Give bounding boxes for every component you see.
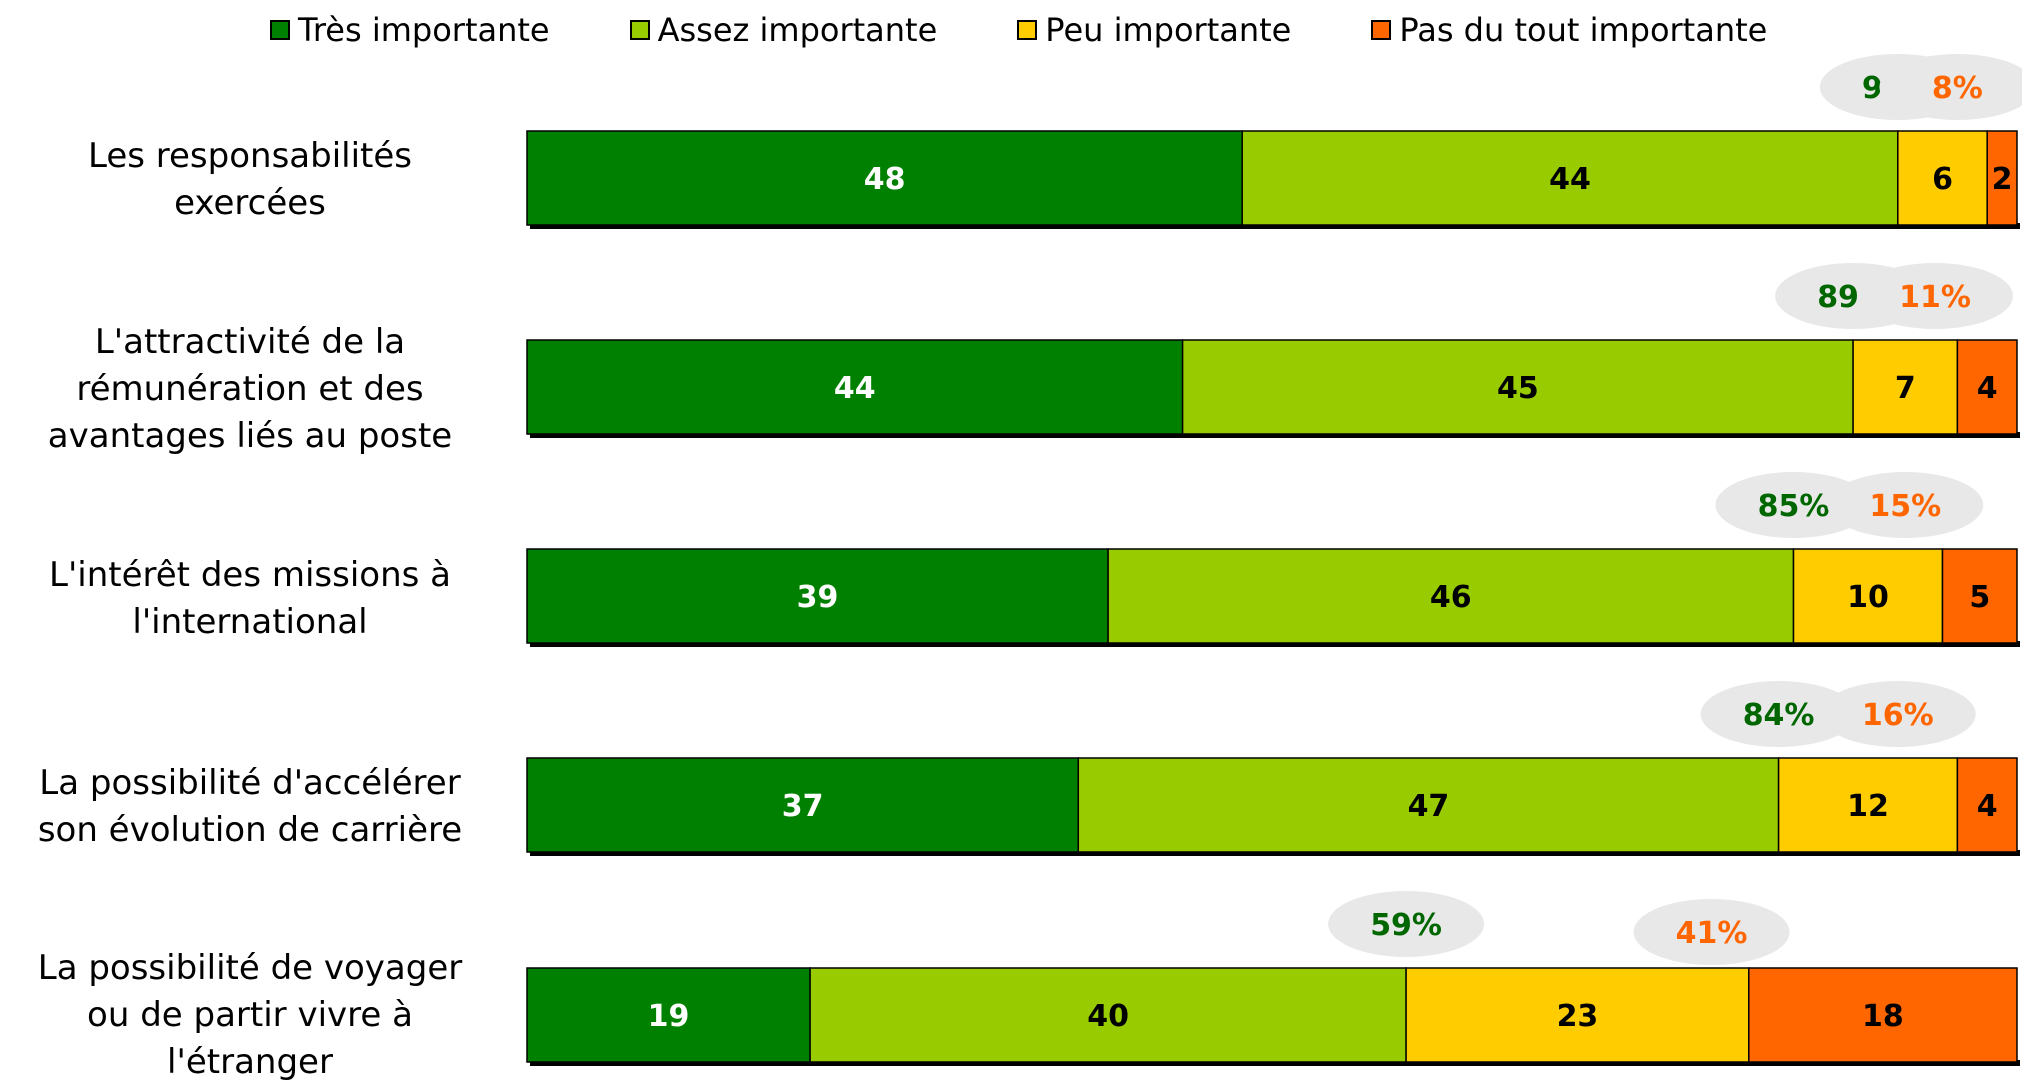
- data-label: 39: [797, 580, 839, 615]
- category-label: Les responsabilités exercées: [87, 136, 412, 223]
- bar-segment: [1777, 757, 1959, 853]
- data-label: 44: [834, 371, 876, 406]
- bar-segment: [526, 967, 811, 1063]
- legend-item-assez-importante: Assez importante: [629, 11, 938, 49]
- data-label: 46: [1430, 580, 1472, 615]
- data-label: 18: [1862, 999, 1904, 1034]
- bar-shadow: [530, 850, 2020, 856]
- total-not-important-label: 41%: [1676, 916, 1748, 951]
- legend-label: Assez importante: [657, 11, 938, 49]
- data-label: 37: [782, 789, 824, 824]
- total-not-important-label: 8%: [1932, 71, 1983, 106]
- bar-segment: [1956, 339, 2018, 435]
- total-important-label: 59%: [1370, 908, 1442, 943]
- data-label: 7: [1895, 371, 1916, 406]
- bar-segment: [526, 339, 1184, 435]
- bar-segment: [1852, 339, 1959, 435]
- total-not-important-label: 15%: [1869, 489, 1941, 524]
- bar-shadow: [530, 432, 2020, 438]
- total-not-important-label: 16%: [1862, 698, 1934, 733]
- data-label: 12: [1847, 789, 1889, 824]
- category-label: L'attractivité de la rémunération et des…: [47, 322, 453, 456]
- legend-item-pas-du-tout-importante: Pas du tout importante: [1371, 11, 1767, 49]
- bar-segment: [1405, 967, 1750, 1063]
- data-label: 47: [1408, 789, 1450, 824]
- bar-segment: [1748, 967, 2018, 1063]
- total-bubble: [1819, 681, 1976, 747]
- total-bubble: [1328, 891, 1485, 957]
- data-label: 40: [1087, 999, 1129, 1034]
- data-label: 5: [1969, 580, 1990, 615]
- bar-segment: [1792, 548, 1944, 644]
- data-label: 23: [1557, 999, 1599, 1034]
- bar-segment: [526, 757, 1080, 853]
- data-label: 48: [864, 162, 906, 197]
- data-label: 10: [1847, 580, 1889, 615]
- legend-item-tres-importante: Très importante: [270, 11, 550, 49]
- bar-segment: [526, 130, 1243, 226]
- bar-shadow: [530, 641, 2020, 647]
- bar-segment: [1241, 130, 1899, 226]
- legend-swatch: [1017, 20, 1038, 40]
- total-bubble: [1633, 899, 1790, 965]
- data-label: 4: [1977, 371, 1998, 406]
- bar-shadow: [530, 223, 2020, 229]
- category-label: L'intérêt des missions à l'international: [49, 555, 451, 642]
- legend-label: Pas du tout importante: [1399, 11, 1768, 49]
- bar-segment: [1986, 130, 2018, 226]
- data-label: 2: [1992, 162, 2013, 197]
- category-label: La possibilité d'accélérer son évolution…: [37, 763, 463, 850]
- legend-swatch: [1371, 20, 1392, 40]
- legend-item-peu-importante: Peu importante: [1017, 11, 1291, 49]
- bar-segment: [1956, 757, 2018, 853]
- total-not-important-label: 11%: [1899, 280, 1971, 315]
- data-label: 6: [1932, 162, 1953, 197]
- total-bubble: [1827, 472, 1984, 538]
- legend-swatch: [629, 20, 650, 40]
- bar-segment: [1897, 130, 1988, 226]
- legend-label: Peu importante: [1045, 11, 1292, 49]
- legend: Très importante Assez importante Peu imp…: [270, 10, 1767, 50]
- legend-swatch: [270, 20, 290, 40]
- total-bubble: [1857, 263, 2014, 329]
- bar-segment: [1077, 757, 1780, 853]
- bar-shadow: [530, 1060, 2020, 1066]
- data-label: 19: [648, 999, 690, 1034]
- total-bubble: [1700, 681, 1857, 747]
- category-label: La possibilité de voyager ou de partir v…: [37, 948, 463, 1082]
- total-bubble: [1879, 54, 2022, 120]
- data-label: 4: [1977, 789, 1998, 824]
- data-label: 44: [1549, 162, 1591, 197]
- total-bubble: [1715, 472, 1872, 538]
- total-important-label: 84%: [1743, 698, 1815, 733]
- bar-segment: [1941, 548, 2018, 644]
- total-important-label: 85%: [1758, 489, 1830, 524]
- bar-segment: [1107, 548, 1795, 644]
- bar-segment: [526, 548, 1109, 644]
- data-label: 45: [1497, 371, 1539, 406]
- legend-label: Très importante: [298, 11, 550, 49]
